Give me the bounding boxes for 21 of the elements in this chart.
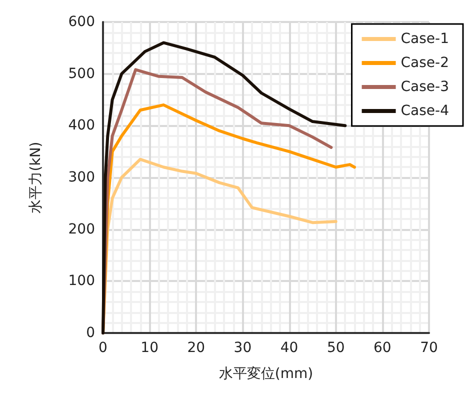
legend-label: Case-2 xyxy=(400,55,450,71)
x-tick-label: 50 xyxy=(326,340,345,356)
legend-label: Case-1 xyxy=(400,31,450,47)
x-tick-label: 70 xyxy=(420,340,438,356)
x-tick-label: 10 xyxy=(140,340,158,356)
y-tick-label: 500 xyxy=(68,66,95,82)
x-tick-label: 30 xyxy=(234,340,252,356)
legend-label: Case-3 xyxy=(400,79,450,95)
y-tick-label: 400 xyxy=(68,118,95,134)
x-tick-label: 60 xyxy=(374,340,392,356)
y-tick-label: 0 xyxy=(86,325,95,341)
y-tick-label: 200 xyxy=(68,221,95,238)
x-tick-label: 0 xyxy=(98,340,108,356)
y-axis-title: 水平力(kN) xyxy=(28,142,44,214)
x-tick-label: 40 xyxy=(280,340,298,356)
x-axis-title: 水平変位(mm) xyxy=(218,366,314,382)
y-tick-label: 300 xyxy=(68,170,95,186)
x-tick-label: 20 xyxy=(187,340,206,356)
y-tick-label: 600 xyxy=(68,14,95,30)
y-tick-label: 100 xyxy=(68,273,95,290)
legend-label: Case-4 xyxy=(400,103,450,119)
